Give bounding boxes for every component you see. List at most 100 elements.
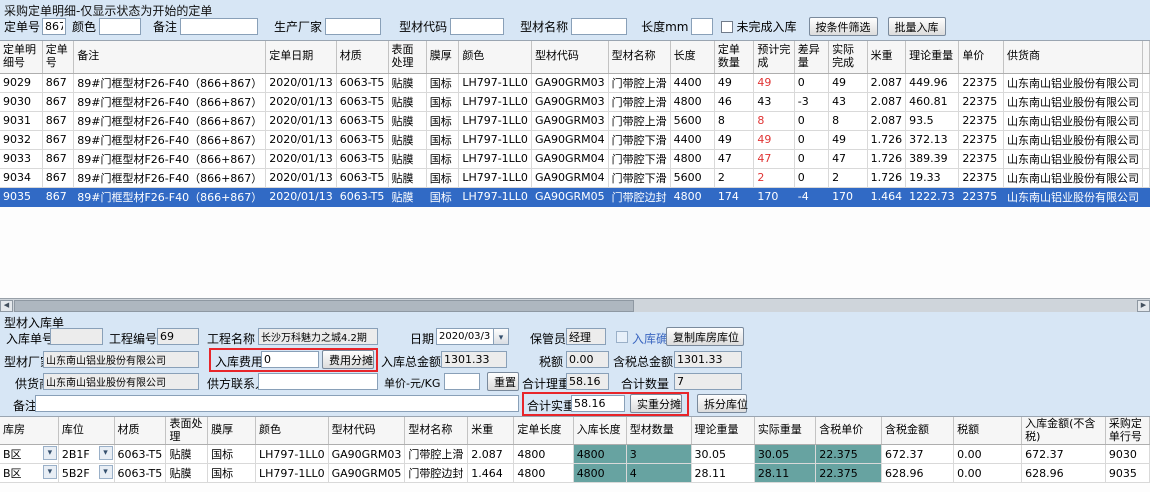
horizontal-scrollbar[interactable]: ◀ ▶ bbox=[0, 298, 1150, 312]
cell[interactable]: 2 bbox=[828, 168, 868, 188]
column-header[interactable]: 颜色 bbox=[458, 41, 532, 74]
total-qty-input[interactable] bbox=[674, 373, 742, 390]
cell[interactable]: 国标 bbox=[426, 149, 460, 169]
cell[interactable]: 2020/01/13 bbox=[265, 149, 337, 169]
column-header[interactable] bbox=[1142, 41, 1150, 74]
cell[interactable]: 372.13 bbox=[905, 130, 960, 150]
cell[interactable]: 9032 bbox=[0, 130, 43, 150]
cell[interactable]: 6063-T5 bbox=[336, 111, 389, 131]
cell[interactable]: 0 bbox=[794, 168, 830, 188]
cell[interactable]: GA90GRM03 bbox=[328, 444, 406, 465]
column-header[interactable]: 型材名称 bbox=[608, 41, 671, 74]
cell[interactable]: 门带腔下滑 bbox=[608, 130, 671, 150]
cell[interactable]: GA90GRM05 bbox=[531, 187, 609, 207]
cell[interactable]: GA90GRM04 bbox=[531, 149, 609, 169]
cell[interactable]: 5B2F ▾ bbox=[58, 463, 115, 484]
cell[interactable]: 4800 bbox=[573, 444, 627, 465]
reset-button[interactable]: 重置 bbox=[487, 372, 519, 391]
cell[interactable] bbox=[1142, 168, 1150, 188]
column-header[interactable]: 理论重量 bbox=[905, 41, 960, 74]
column-header[interactable]: 预计完成 bbox=[753, 41, 795, 74]
cell[interactable]: GA90GRM05 bbox=[328, 463, 406, 484]
cell[interactable]: 0 bbox=[794, 130, 830, 150]
column-header[interactable]: 入库长度 bbox=[573, 417, 627, 446]
cell[interactable]: GA90GRM04 bbox=[531, 130, 609, 150]
cell[interactable]: 3 bbox=[626, 444, 692, 465]
cell[interactable]: 22375 bbox=[958, 92, 1004, 112]
cell[interactable]: 贴膜 bbox=[388, 187, 427, 207]
cell[interactable]: 国标 bbox=[426, 111, 460, 131]
column-header[interactable]: 税额 bbox=[953, 417, 1023, 446]
column-header[interactable]: 库房 bbox=[0, 417, 59, 446]
cell[interactable]: 6063-T5 bbox=[336, 168, 389, 188]
cell[interactable]: 30.05 bbox=[691, 444, 755, 465]
cell[interactable]: 9033 bbox=[0, 149, 43, 169]
actual-share-button[interactable]: 实重分摊 bbox=[630, 394, 682, 413]
table-row[interactable]: 9032 867 89#门框型材F26-F40（866+867） 2020/01/13… bbox=[0, 130, 1150, 150]
cell[interactable]: 1.726 bbox=[867, 130, 907, 150]
cell[interactable]: 4800 bbox=[670, 187, 715, 207]
column-header[interactable]: 库位 bbox=[58, 417, 115, 446]
inbound-confirm-checkbox[interactable] bbox=[616, 331, 628, 343]
length-filter-input[interactable] bbox=[691, 18, 714, 35]
cell[interactable]: 9029 bbox=[0, 73, 43, 93]
cell[interactable]: 1.726 bbox=[867, 168, 907, 188]
cell[interactable]: 9035 bbox=[0, 187, 43, 207]
total-theory-input[interactable] bbox=[566, 373, 609, 390]
cell[interactable]: 49 bbox=[714, 130, 755, 150]
color-filter-input[interactable] bbox=[99, 18, 142, 35]
project-no-input[interactable] bbox=[157, 328, 199, 345]
column-header[interactable]: 差异量 bbox=[794, 41, 830, 74]
scroll-left-icon[interactable]: ◀ bbox=[0, 300, 13, 312]
date-dropdown-icon[interactable]: ▾ bbox=[493, 328, 509, 345]
cell[interactable]: 49 bbox=[753, 73, 795, 93]
combo-arrow-icon[interactable]: ▾ bbox=[98, 465, 113, 480]
cell[interactable]: 国标 bbox=[426, 187, 460, 207]
table-row[interactable]: 9030 867 89#门框型材F26-F40（866+867） 2020/01/13… bbox=[0, 92, 1150, 112]
cell[interactable]: 2B1F ▾ bbox=[58, 444, 115, 465]
cell[interactable]: 5600 bbox=[670, 111, 715, 131]
cell[interactable]: 贴膜 bbox=[388, 73, 427, 93]
cell[interactable]: 2 bbox=[753, 168, 795, 188]
cell[interactable]: 4800 bbox=[513, 463, 574, 484]
cell[interactable]: 2020/01/13 bbox=[265, 92, 337, 112]
cell[interactable]: 山东南山铝业股份有限公司 bbox=[1003, 130, 1143, 150]
cell[interactable]: 门带腔上滑 bbox=[608, 73, 671, 93]
column-header[interactable]: 膜厚 bbox=[426, 41, 460, 74]
keeper-input[interactable] bbox=[566, 328, 606, 345]
combo-arrow-icon[interactable]: ▾ bbox=[98, 446, 113, 461]
inbound-fee-input[interactable] bbox=[261, 351, 319, 368]
cell[interactable]: 1.726 bbox=[867, 149, 907, 169]
column-header[interactable]: 备注 bbox=[73, 41, 267, 74]
cell[interactable]: 2020/01/13 bbox=[265, 168, 337, 188]
cell[interactable]: 国标 bbox=[426, 130, 460, 150]
cell[interactable]: 89#门框型材F26-F40（866+867） bbox=[73, 73, 267, 93]
column-header[interactable]: 型材名称 bbox=[404, 417, 469, 446]
cell[interactable]: 672.37 bbox=[881, 444, 955, 465]
cell[interactable]: 8 bbox=[828, 111, 868, 131]
cell[interactable]: 门带腔边封 bbox=[404, 463, 469, 484]
cell[interactable]: 门带腔下滑 bbox=[608, 168, 671, 188]
column-header[interactable]: 材质 bbox=[336, 41, 389, 74]
order-no-filter-input[interactable] bbox=[42, 18, 67, 35]
inbound-total-input[interactable] bbox=[441, 351, 507, 368]
table-row[interactable]: 9034 867 89#门框型材F26-F40（866+867） 2020/01/13… bbox=[0, 168, 1150, 188]
scrollbar-thumb[interactable] bbox=[14, 300, 634, 312]
cell[interactable]: 贴膜 bbox=[388, 149, 427, 169]
cell[interactable]: 170 bbox=[828, 187, 868, 207]
cell[interactable]: 9030 bbox=[1105, 444, 1150, 465]
column-header[interactable]: 米重 bbox=[867, 41, 907, 74]
table-row[interactable]: B区 ▾ 2B1F ▾ 6063-T5 贴膜 国标 LH797-1LL0 GA90GRM03 门带… bbox=[0, 444, 1150, 465]
cell[interactable]: 28.11 bbox=[691, 463, 755, 484]
cell[interactable]: 30.05 bbox=[754, 444, 817, 465]
column-header[interactable]: 供货商 bbox=[1003, 41, 1143, 74]
remark-filter-input[interactable] bbox=[180, 18, 259, 35]
cell[interactable]: GA90GRM03 bbox=[531, 111, 609, 131]
cell[interactable]: 672.37 bbox=[1021, 444, 1106, 465]
cell[interactable]: 山东南山铝业股份有限公司 bbox=[1003, 111, 1143, 131]
cell[interactable] bbox=[1142, 149, 1150, 169]
column-header[interactable]: 表面处理 bbox=[388, 41, 427, 74]
cell[interactable]: 867 bbox=[42, 130, 75, 150]
tax-input[interactable] bbox=[566, 351, 609, 368]
cell[interactable]: 贴膜 bbox=[388, 92, 427, 112]
